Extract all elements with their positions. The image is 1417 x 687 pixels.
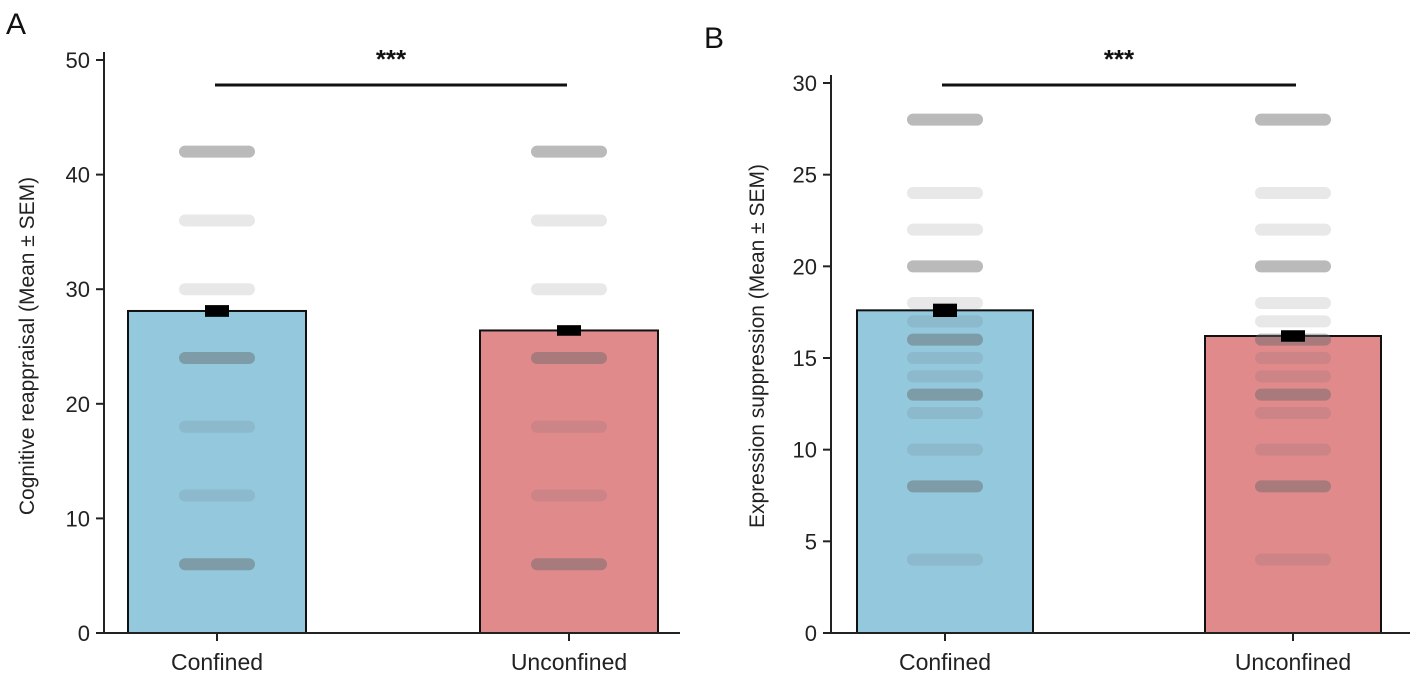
bar-confined	[127, 309, 307, 634]
data-point-cluster	[179, 351, 255, 364]
y-tick-label: 5	[805, 529, 817, 554]
y-tick-label: 15	[793, 346, 817, 371]
bar-confined	[856, 309, 1034, 634]
data-point-cluster	[907, 443, 983, 456]
data-point-cluster	[531, 214, 607, 227]
data-point-cluster	[1255, 223, 1331, 236]
data-point-cluster	[1255, 315, 1331, 328]
data-point-cluster	[531, 283, 607, 296]
y-axis-label-b: Expression suppression (Mean ± SEM)	[746, 164, 769, 528]
data-point-cluster	[907, 223, 983, 236]
y-tick-label: 50	[66, 48, 90, 73]
data-point-cluster	[531, 145, 607, 158]
data-point-cluster	[1255, 443, 1331, 456]
data-point-cluster	[1255, 388, 1331, 401]
data-point-cluster	[531, 558, 607, 571]
x-tick-label: Unconfined	[511, 649, 627, 675]
y-tick-label: 30	[66, 277, 90, 302]
y-tick-label: 20	[66, 392, 90, 417]
data-point-cluster	[907, 187, 983, 199]
y-axis-label-a: Cognitive reappraisal (Mean ± SEM)	[16, 177, 39, 515]
panel-label-a: A	[6, 8, 26, 41]
y-tick-label: 0	[805, 621, 817, 646]
error-bar	[933, 303, 957, 317]
data-point-cluster	[907, 553, 983, 566]
error-bar	[557, 325, 581, 336]
data-point-cluster	[1255, 260, 1331, 273]
data-point-cluster	[179, 145, 255, 158]
error-bar	[1281, 330, 1305, 342]
data-point-cluster	[907, 113, 983, 126]
x-tick-label: Confined	[171, 649, 263, 675]
panel-b-chart: Confined Unconfined 0 5 10 15 20 25 30	[793, 71, 1410, 675]
bar-unconfined	[479, 329, 659, 634]
data-point-cluster	[907, 315, 983, 328]
y-tick-label: 25	[793, 163, 817, 188]
data-point-cluster	[179, 489, 255, 502]
data-point-cluster	[907, 333, 983, 346]
data-point-cluster	[907, 370, 983, 383]
data-point-cluster	[907, 388, 983, 401]
data-point-cluster	[1255, 187, 1331, 199]
data-point-cluster	[1255, 352, 1331, 364]
data-point-cluster	[179, 283, 255, 296]
data-point-cluster	[907, 480, 983, 493]
data-point-cluster	[1255, 480, 1331, 493]
y-tick-label: 10	[793, 438, 817, 463]
data-point-cluster	[907, 297, 983, 309]
data-point-cluster	[907, 352, 983, 364]
x-tick-label: Unconfined	[1235, 649, 1351, 675]
data-point-cluster	[179, 558, 255, 571]
significance-a: ***	[376, 44, 407, 74]
data-point-cluster	[1255, 407, 1331, 419]
data-point-cluster	[907, 260, 983, 273]
data-point-cluster	[531, 351, 607, 364]
data-point-cluster	[907, 407, 983, 419]
error-bar	[205, 305, 229, 317]
data-point-cluster	[1255, 113, 1331, 126]
data-point-cluster	[531, 420, 607, 433]
y-tick-label: 0	[78, 621, 90, 646]
significance-b: ***	[1104, 44, 1135, 74]
panel-a-chart: Confined Unconfined 0 10 20 30 40 50	[66, 48, 680, 675]
y-tick-label: 10	[66, 506, 90, 531]
x-tick-label: Confined	[899, 649, 991, 675]
data-point-cluster	[179, 420, 255, 433]
data-point-cluster	[1255, 297, 1331, 309]
data-point-cluster	[1255, 370, 1331, 383]
data-point-cluster	[179, 214, 255, 227]
y-tick-label: 20	[793, 254, 817, 279]
data-point-cluster	[531, 489, 607, 502]
panel-label-b: B	[704, 22, 724, 55]
y-tick-label: 40	[66, 163, 90, 188]
y-tick-label: 30	[793, 71, 817, 96]
data-point-cluster	[1255, 553, 1331, 566]
